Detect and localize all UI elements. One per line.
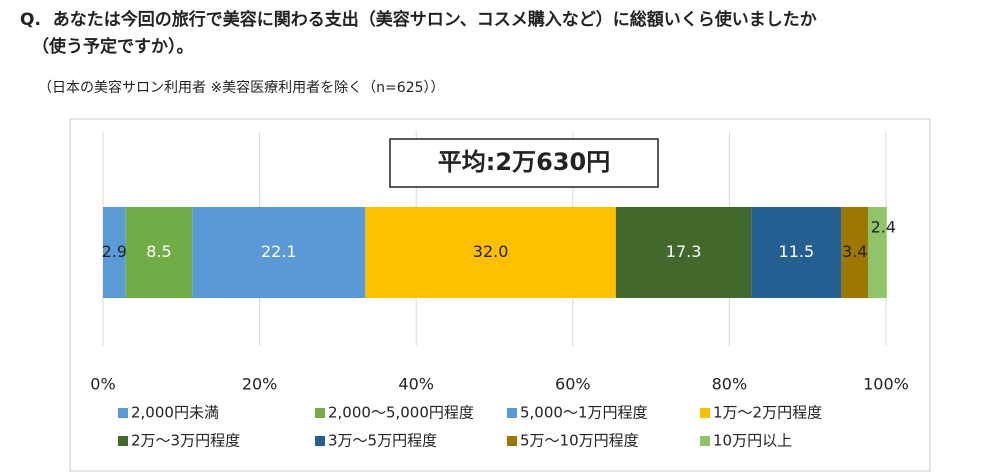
bar-segment xyxy=(125,207,193,298)
x-tick-label: 20% xyxy=(242,375,278,394)
legend-swatch xyxy=(315,436,325,446)
legend-label: 2,000円未満 xyxy=(131,404,219,422)
data-label: 8.5 xyxy=(146,242,171,261)
x-tick-label: 60% xyxy=(555,375,591,394)
legend-swatch xyxy=(118,436,128,446)
legend-label: 1万～2万円程度 xyxy=(713,404,822,422)
chart-title: Q. あなたは今回の旅行で美容に関わる支出（美容サロン、コスメ購入など）に総額い… xyxy=(20,9,817,30)
data-label: 32.0 xyxy=(473,242,509,261)
chart-subtitle: （日本の美容サロン利用者 ※美容医療利用者を除く（n=625）） xyxy=(38,79,445,96)
legend-label: 5万～10万円程度 xyxy=(520,432,639,450)
x-tick-label: 100% xyxy=(863,375,909,394)
legend-label: 3万～5万円程度 xyxy=(328,432,437,450)
data-label: 2.9 xyxy=(102,242,127,261)
bar-segment xyxy=(103,207,126,298)
bar-segment xyxy=(365,207,616,298)
legend-label: 5,000～1万円程度 xyxy=(520,404,648,422)
bar-segment xyxy=(841,207,868,298)
x-tick-label: 0% xyxy=(90,375,115,394)
plot-frame xyxy=(69,118,931,472)
chart-title: （使う予定ですか）。 xyxy=(32,36,194,57)
legend-swatch xyxy=(118,408,128,418)
bar-segment xyxy=(192,207,366,298)
legend-label: 10万円以上 xyxy=(713,432,792,450)
data-label: 11.5 xyxy=(779,242,815,261)
legend-swatch xyxy=(700,436,710,446)
annotation: 平均:2万630円 xyxy=(438,148,610,176)
bar-segment xyxy=(615,207,752,298)
data-label: 3.4 xyxy=(842,242,867,261)
legend-swatch xyxy=(315,408,325,418)
bar-segment xyxy=(751,207,842,298)
legend-label: 2,000～5,000円程度 xyxy=(328,404,474,422)
data-label: 22.1 xyxy=(261,242,297,261)
legend-swatch xyxy=(700,408,710,418)
data-label: 2.4 xyxy=(871,218,896,237)
legend-swatch xyxy=(507,436,517,446)
x-tick-label: 40% xyxy=(398,375,434,394)
legend-label: 2万～3万円程度 xyxy=(131,432,240,450)
legend-swatch xyxy=(507,408,517,418)
bar-segment xyxy=(867,207,887,298)
x-tick-label: 80% xyxy=(712,375,748,394)
data-label: 17.3 xyxy=(666,242,702,261)
annotation-box xyxy=(389,138,659,188)
